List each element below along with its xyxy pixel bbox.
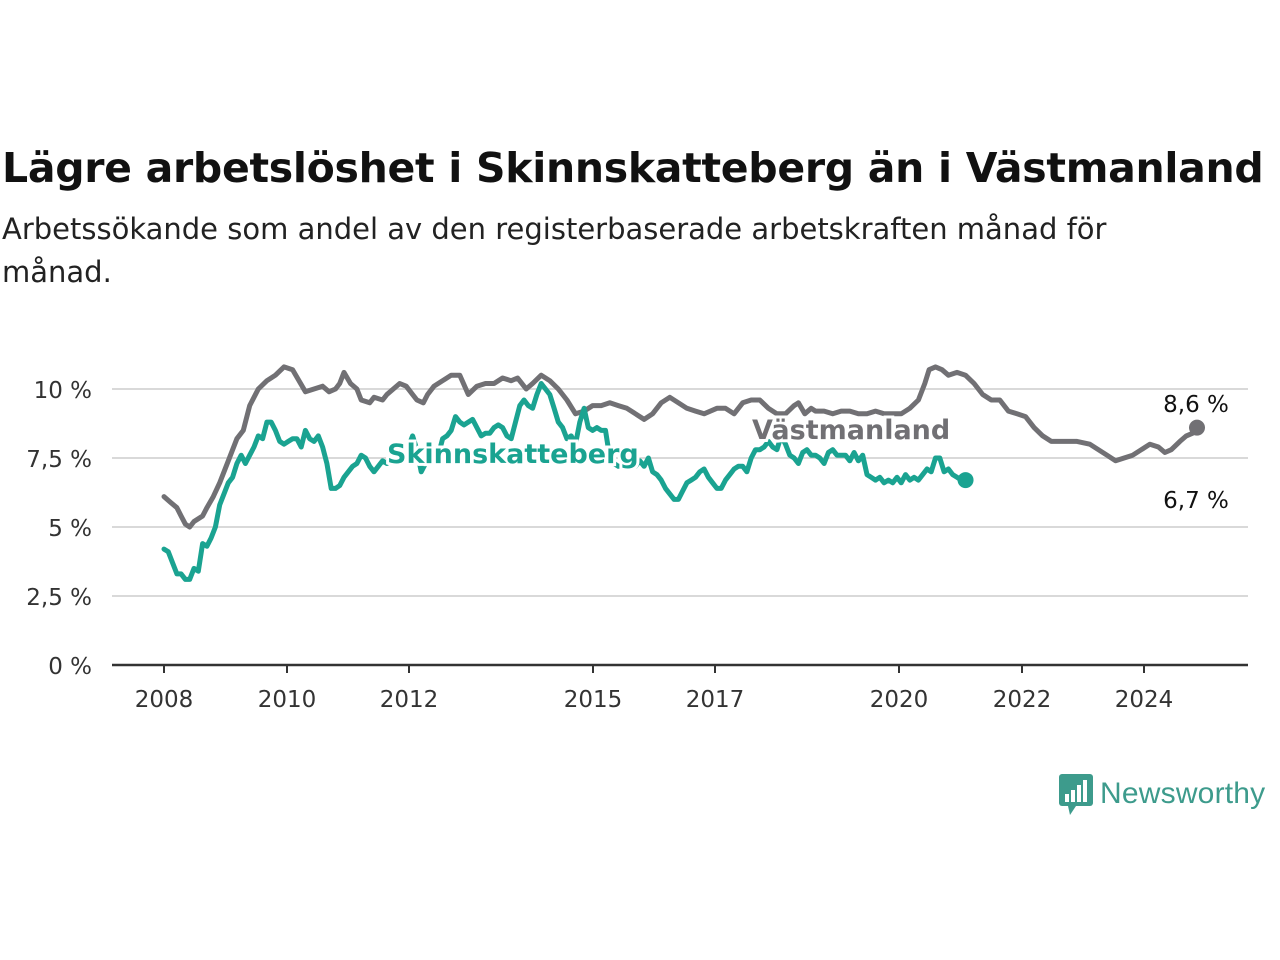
x-tick-label: 2015 (564, 687, 623, 713)
newsworthy-logo-icon (1059, 774, 1093, 815)
end-label-skinnskatteberg: 6,7 % (1163, 488, 1229, 514)
y-tick-label: 7,5 % (26, 447, 92, 473)
end-point-skinnskatteberg (957, 472, 974, 489)
end-point-vastmanland (1189, 419, 1205, 436)
x-tick-label: 2024 (1115, 687, 1174, 713)
x-tick-label: 2012 (380, 687, 439, 713)
y-tick-label: 5 % (48, 516, 92, 542)
newsworthy-logo-text: Newsworthy (1100, 777, 1266, 810)
chart-subtitle: Arbetssökande som andel av den registerb… (2, 212, 1107, 289)
y-tick-label: 2,5 % (26, 585, 92, 611)
x-tick-label: 2022 (993, 687, 1052, 713)
series-line-vastmanland (161, 364, 1200, 530)
x-tick-label: 2010 (258, 687, 317, 713)
series-line-skinnskatteberg (161, 381, 968, 582)
x-tick-label: 2017 (686, 687, 745, 713)
newsworthy-logo: Newsworthy (1058, 772, 1265, 816)
y-tick-label: 0 % (48, 654, 92, 680)
series-label-skinnskatteberg: Skinnskatteberg (387, 439, 639, 470)
x-tick-label: 2008 (135, 687, 194, 713)
end-label-vastmanland: 8,6 % (1163, 392, 1229, 418)
series-label-vastmanland: Västmanland (752, 415, 950, 446)
y-tick-label: 10 % (34, 378, 92, 404)
x-tick-label: 2020 (870, 687, 929, 713)
chart-title: Lägre arbetslöshet i Skinnskatteberg än … (2, 144, 1264, 192)
